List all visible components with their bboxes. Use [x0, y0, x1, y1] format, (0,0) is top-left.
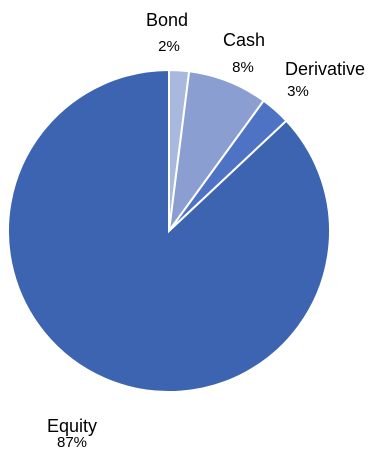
pie-slices — [7, 68, 331, 393]
category-label-derivative: Derivative — [285, 59, 365, 79]
percent-label-equity: 87% — [57, 434, 87, 451]
percent-label-cash: 8% — [232, 59, 254, 76]
category-label-cash: Cash — [223, 30, 265, 50]
label-cash: Cash 8% — [223, 30, 265, 76]
label-bond: Bond 2% — [146, 10, 188, 55]
percent-label-derivative: 3% — [287, 83, 309, 100]
label-equity: Equity 87% — [47, 416, 97, 451]
pie-slice-equity — [7, 68, 331, 393]
category-label-bond: Bond — [146, 10, 188, 30]
category-label-equity: Equity — [47, 416, 97, 436]
label-derivative: Derivative 3% — [285, 59, 365, 100]
percent-label-bond: 2% — [158, 38, 180, 55]
